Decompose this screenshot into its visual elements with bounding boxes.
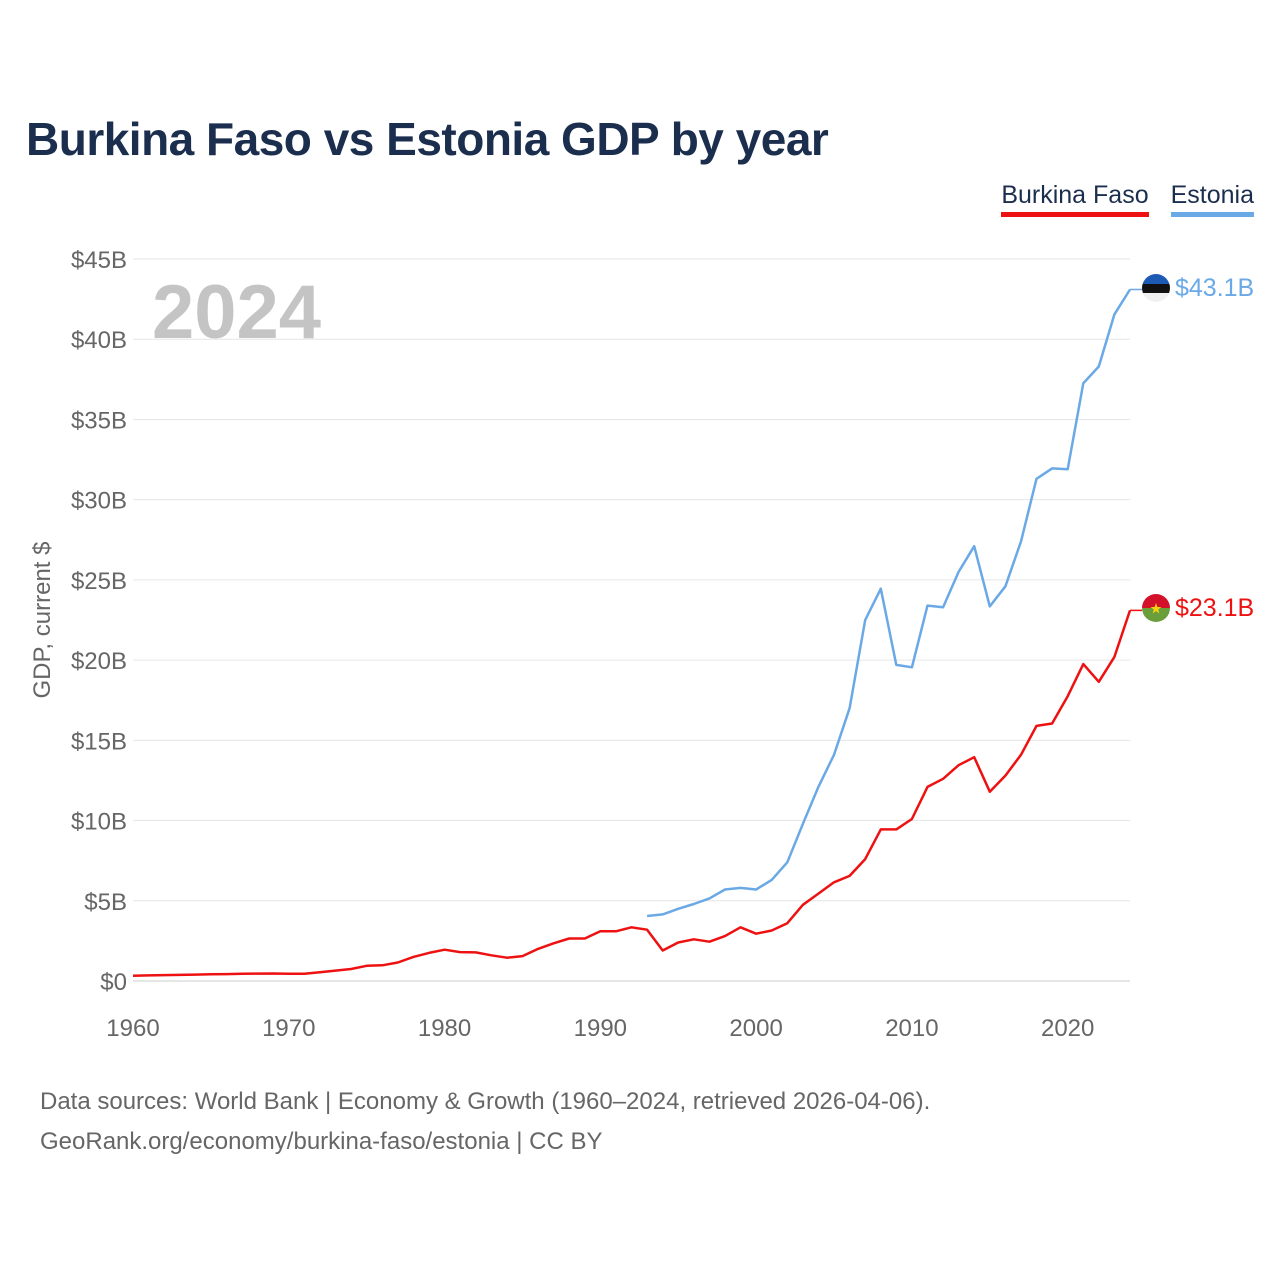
x-tick-label: 2000: [729, 1015, 782, 1042]
legend-item-burkina-faso[interactable]: Burkina Faso: [1001, 180, 1149, 217]
burkina-faso-series-line[interactable]: [132, 610, 1132, 977]
estonia-flag-icon: [1142, 274, 1170, 302]
x-tick-label: 1990: [574, 1015, 627, 1042]
y-tick-label: $10B: [71, 809, 127, 836]
gdp-line-chart: $0 $5B $10B $15B $20B $25B $30B $35B $40B $45B 19…: [29, 247, 1254, 1042]
burkina-faso-flag-icon: [1142, 594, 1170, 622]
estonia-series-line[interactable]: [646, 288, 1132, 918]
y-axis-ticks: $0 $5B $10B $15B $20B $25B $30B $35B $40B $45B: [71, 247, 127, 996]
y-tick-label: $35B: [71, 407, 127, 434]
y-axis-label: GDP, current $: [29, 542, 56, 699]
footer-attribution[interactable]: GeoRank.org/economy/burkina-faso/estonia…: [40, 1128, 603, 1155]
burkina-faso-end-value: $23.1B: [1175, 594, 1254, 622]
legend: Burkina Faso Estonia: [1001, 180, 1254, 217]
grid-lines: [133, 258, 1130, 982]
y-tick-label: $25B: [71, 568, 127, 595]
y-tick-label: $5B: [84, 889, 127, 916]
x-tick-label: 1980: [418, 1015, 471, 1042]
legend-item-estonia[interactable]: Estonia: [1170, 180, 1254, 217]
x-tick-label: 2010: [885, 1015, 938, 1042]
y-tick-label: $0: [100, 969, 127, 996]
series-lines: [132, 288, 1142, 977]
x-tick-label: 2020: [1041, 1015, 1094, 1042]
x-axis-ticks: 1960 1970 1980 1990 2000 2010 2020: [106, 1015, 1094, 1042]
estonia-end-value: $43.1B: [1175, 274, 1254, 302]
y-tick-label: $20B: [71, 648, 127, 675]
footer: Data sources: World Bank | Economy & Gro…: [40, 1082, 930, 1162]
year-watermark: 2024: [152, 270, 321, 355]
x-tick-label: 1970: [262, 1015, 315, 1042]
x-tick-label: 1960: [106, 1015, 159, 1042]
y-tick-label: $45B: [71, 247, 127, 274]
y-tick-label: $15B: [71, 728, 127, 755]
y-tick-label: $30B: [71, 488, 127, 515]
footer-sources: Data sources: World Bank | Economy & Gro…: [40, 1088, 931, 1115]
y-tick-label: $40B: [71, 327, 127, 354]
chart-title: Burkina Faso vs Estonia GDP by year: [26, 113, 829, 165]
